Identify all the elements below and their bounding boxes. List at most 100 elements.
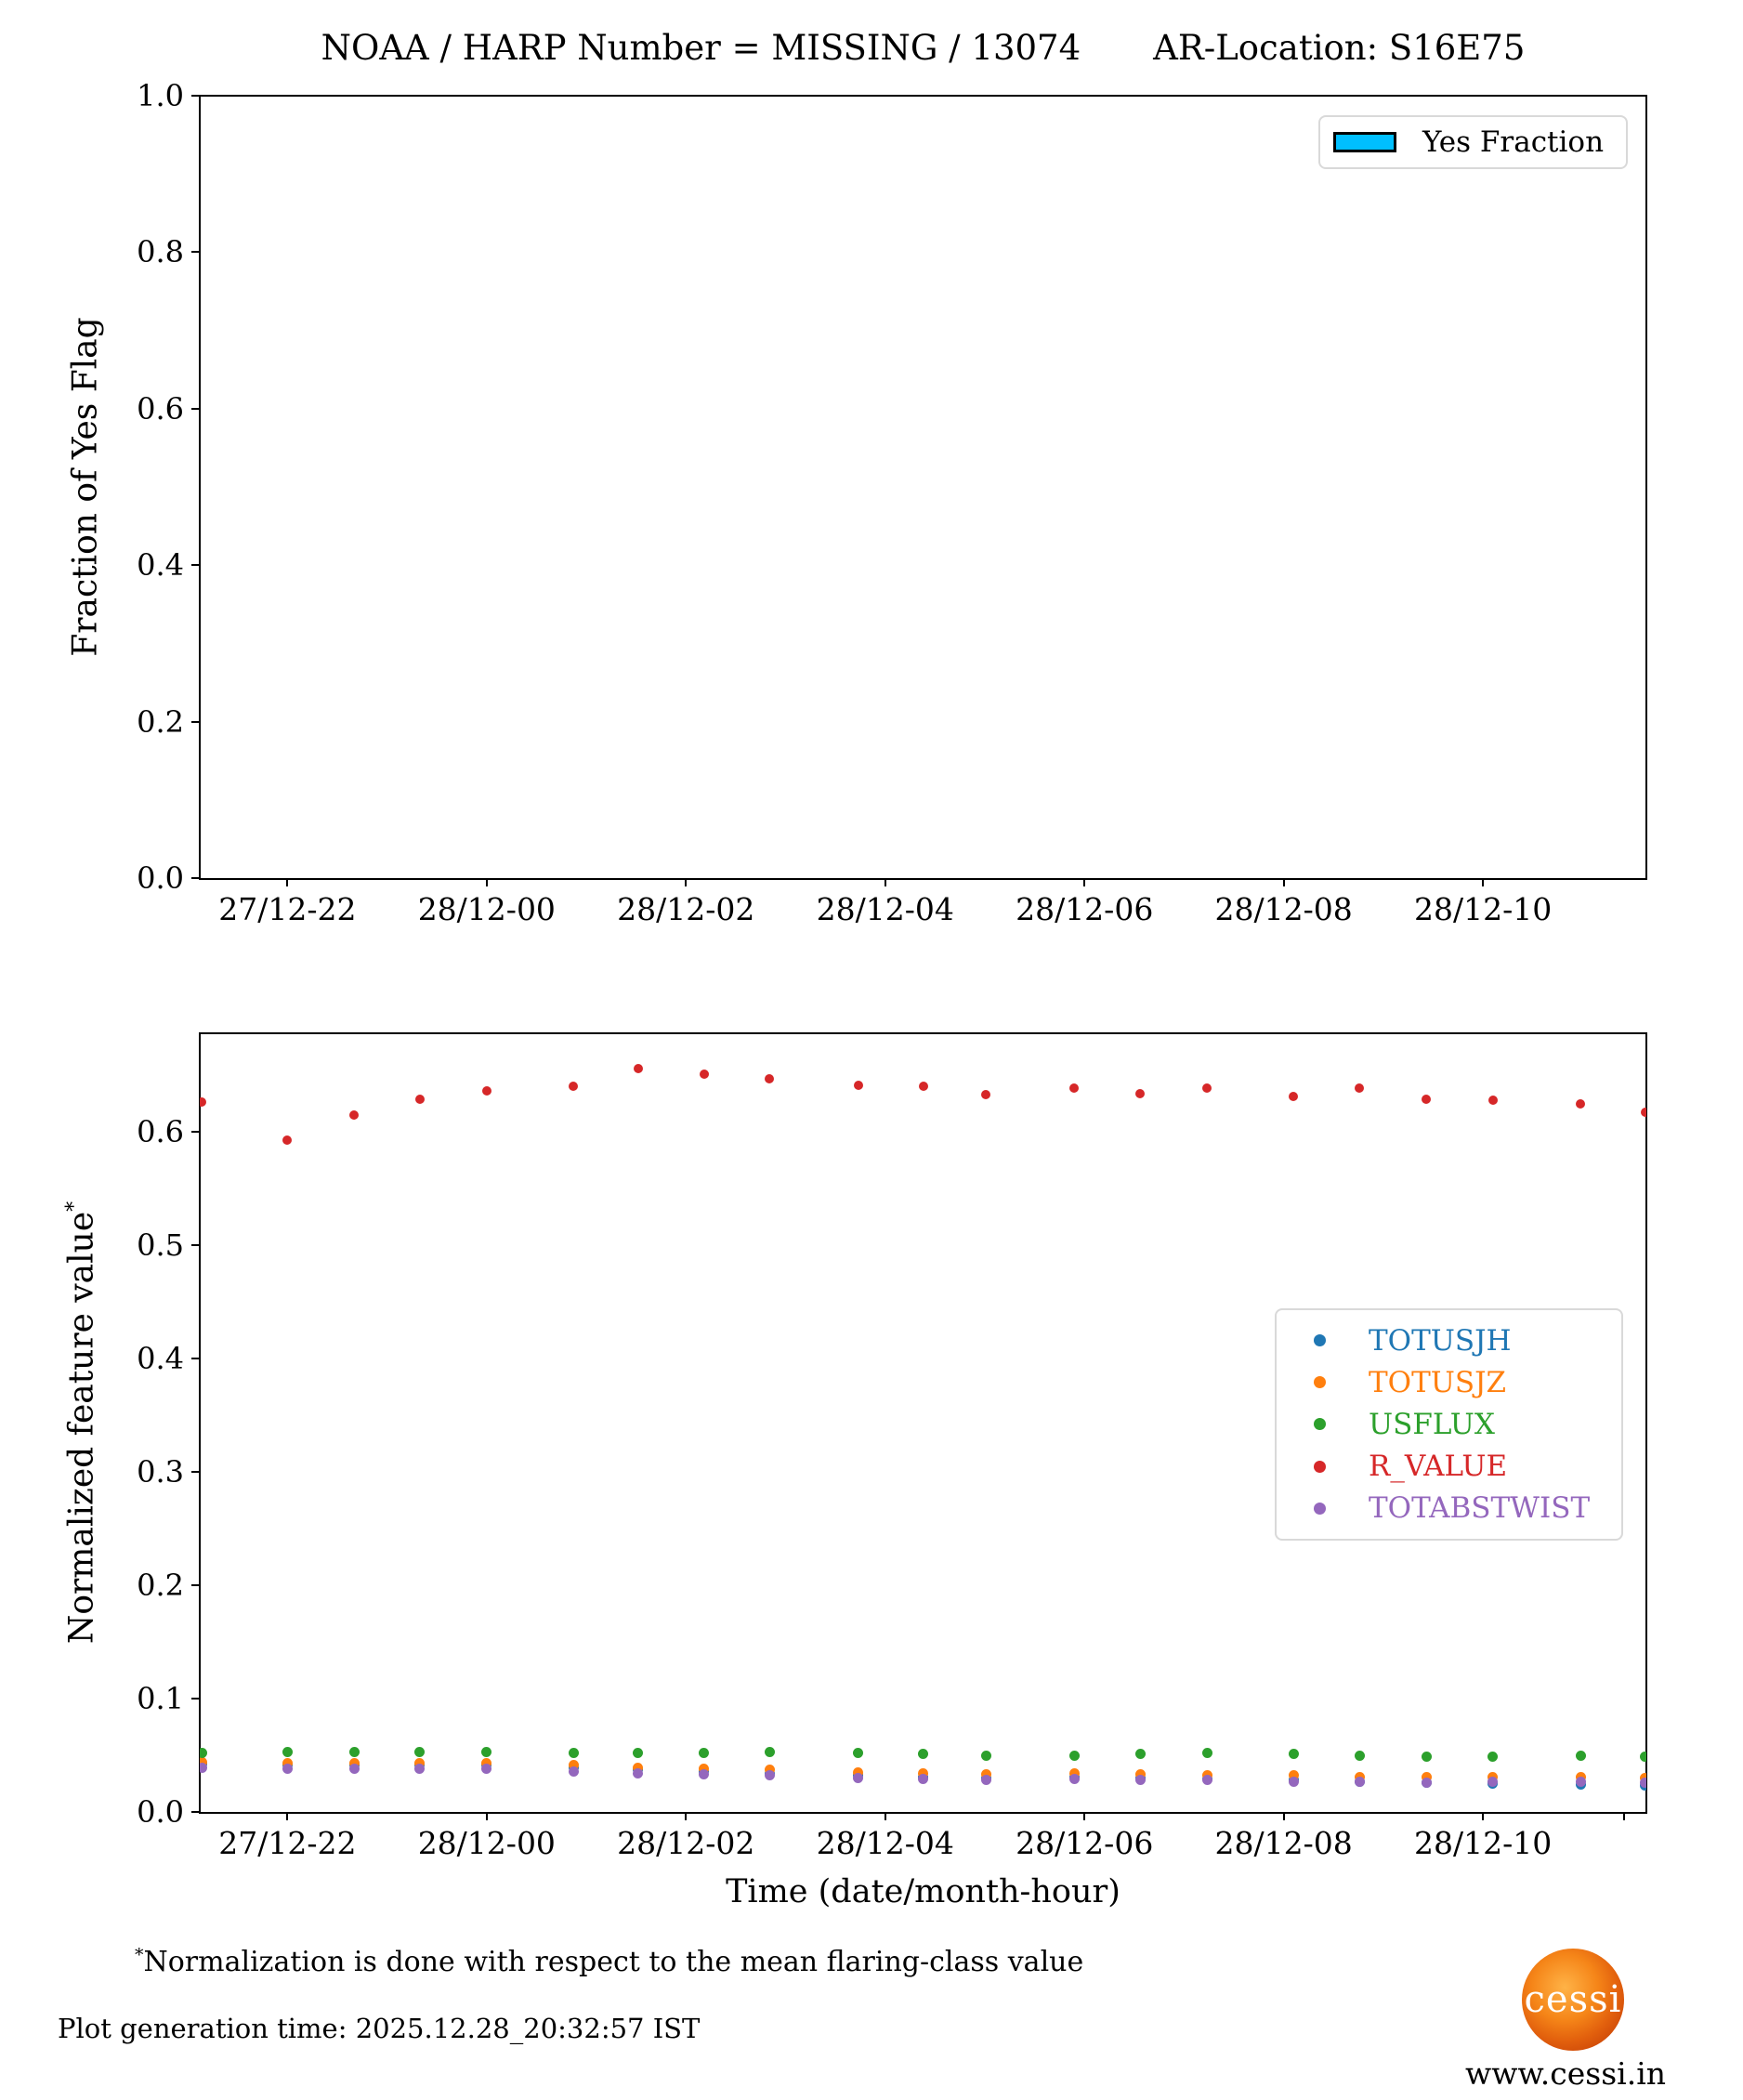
- x-tick-label: 28/12-00: [417, 1825, 556, 1861]
- data-point-r_value: [1487, 1095, 1498, 1105]
- data-point-usflux: [1575, 1750, 1586, 1761]
- data-point-totusjz: [1068, 1768, 1080, 1779]
- yes-fraction-legend-label: Yes Fraction: [1422, 125, 1605, 159]
- data-point-totusjz: [1134, 1769, 1146, 1780]
- data-point-totabstwist: [1421, 1777, 1432, 1788]
- legend-label-totabstwist: TOTABSTWIST: [1369, 1491, 1591, 1526]
- x-tick-label: 28/12-02: [617, 1825, 755, 1861]
- data-point-totabstwist: [200, 1762, 207, 1773]
- x-tick-label: 27/12-22: [218, 891, 357, 927]
- data-point-totusjz: [282, 1758, 293, 1769]
- data-point-usflux: [348, 1746, 360, 1757]
- data-point-totusjz: [764, 1765, 775, 1776]
- legend-label-totusjh: TOTUSJH: [1369, 1323, 1512, 1358]
- data-point-usflux: [1288, 1749, 1299, 1760]
- data-point-totabstwist: [764, 1770, 775, 1781]
- data-point-totabstwist: [282, 1764, 293, 1775]
- data-point-r_value: [349, 1109, 360, 1120]
- legend-marker-totabstwist: [1314, 1502, 1326, 1515]
- data-point-totusjz: [633, 1762, 644, 1773]
- data-point-r_value: [1355, 1083, 1365, 1093]
- legend-item-r_value: R_VALUE: [1277, 1448, 1621, 1485]
- legend-item-totusjh: TOTUSJH: [1277, 1322, 1621, 1359]
- y-tick-label: 0.0: [137, 1794, 184, 1830]
- y-tick-label: 0.3: [137, 1454, 184, 1490]
- data-point-totabstwist: [918, 1774, 928, 1785]
- footnote-asterisk: *: [135, 1945, 144, 1965]
- data-point-r_value: [1202, 1083, 1212, 1093]
- data-point-usflux: [1487, 1751, 1499, 1762]
- data-point-usflux: [414, 1746, 426, 1757]
- cessi-logo: cessi: [1522, 1949, 1624, 2051]
- data-point-usflux: [282, 1746, 293, 1757]
- data-point-r_value: [282, 1135, 293, 1145]
- yes-fraction-legend-swatch: [1333, 132, 1396, 152]
- data-point-r_value: [1289, 1092, 1299, 1102]
- y-tick-label: 0.2: [137, 1568, 184, 1604]
- data-point-r_value: [1069, 1083, 1080, 1093]
- data-point-totusjz: [1421, 1771, 1432, 1782]
- time-axis-label: Time (date/month-hour): [726, 1873, 1120, 1910]
- y-tick-label: 1.0: [137, 78, 184, 113]
- data-point-r_value: [1576, 1098, 1586, 1109]
- data-point-totabstwist: [1288, 1776, 1299, 1787]
- x-tick-label: 27/12-22: [218, 1825, 357, 1861]
- data-point-usflux: [1640, 1751, 1646, 1762]
- data-point-r_value: [853, 1081, 863, 1091]
- data-point-usflux: [481, 1746, 492, 1757]
- data-point-totabstwist: [853, 1772, 864, 1783]
- y-tick-label: 0.0: [137, 860, 184, 896]
- data-point-r_value: [765, 1073, 775, 1083]
- data-point-usflux: [633, 1748, 644, 1759]
- data-point-totabstwist: [348, 1764, 360, 1775]
- feature-plot-frame: [199, 1032, 1647, 1814]
- data-point-usflux: [699, 1748, 710, 1759]
- data-point-totabstwist: [980, 1775, 991, 1786]
- data-point-totabstwist: [1575, 1776, 1586, 1787]
- x-tick-label: 28/12-10: [1414, 891, 1553, 927]
- cessi-logo-text: cessi: [1524, 1978, 1622, 2021]
- data-point-usflux: [1134, 1749, 1146, 1760]
- data-point-usflux: [918, 1749, 928, 1760]
- data-point-totabstwist: [1487, 1776, 1499, 1787]
- yes-fraction-plot-frame: [199, 95, 1647, 880]
- data-point-totabstwist: [1201, 1775, 1212, 1786]
- x-tick-label: 28/12-10: [1414, 1825, 1553, 1861]
- data-point-usflux: [1421, 1751, 1432, 1762]
- data-point-usflux: [853, 1748, 864, 1759]
- legend-label-totusjz: TOTUSJZ: [1369, 1365, 1507, 1399]
- x-tick-label: 28/12-06: [1016, 891, 1154, 927]
- data-point-totusjz: [1288, 1770, 1299, 1781]
- normalization-footnote: *Normalization is done with respect to t…: [135, 1945, 1084, 1978]
- data-point-usflux: [568, 1748, 579, 1759]
- y-tick-label: 0.4: [137, 547, 184, 584]
- data-point-r_value: [981, 1089, 991, 1099]
- legend-item-totabstwist: TOTABSTWIST: [1277, 1490, 1621, 1527]
- data-point-totusjz: [481, 1758, 492, 1769]
- data-point-r_value: [918, 1082, 928, 1092]
- legend-item-usflux: USFLUX: [1277, 1406, 1621, 1443]
- data-point-totabstwist: [568, 1765, 579, 1777]
- x-tick-label: 28/12-04: [816, 891, 954, 927]
- x-tick-label: 28/12-06: [1016, 1825, 1154, 1861]
- plot-generation-time: Plot generation time: 2025.12.28_20:32:5…: [58, 2013, 701, 2044]
- legend-marker-r_value: [1314, 1460, 1326, 1473]
- x-tick-label: 28/12-08: [1214, 1825, 1353, 1861]
- feature-legend-list: TOTUSJH TOTUSJZ USFLUX R_VALUE TOTABSTWIST: [1277, 1310, 1621, 1539]
- feature-plot-area: [200, 1033, 1646, 1812]
- data-point-totabstwist: [633, 1768, 644, 1779]
- cessi-website-text: www.cessi.in: [1464, 2055, 1667, 2092]
- y-tick-label: 0.6: [137, 390, 184, 427]
- data-point-r_value: [569, 1082, 579, 1092]
- y-tick-label: 0.5: [137, 1227, 184, 1264]
- data-point-totusjz: [414, 1758, 426, 1769]
- data-point-usflux: [980, 1750, 991, 1761]
- data-point-totabstwist: [1068, 1774, 1080, 1785]
- data-point-r_value: [1422, 1094, 1432, 1104]
- feature-legend: TOTUSJH TOTUSJZ USFLUX R_VALUE TOTABSTWIST: [1275, 1308, 1623, 1541]
- legend-item-totusjz: TOTUSJZ: [1277, 1364, 1621, 1401]
- data-point-usflux: [1354, 1750, 1365, 1761]
- ylabel-superscript: *: [62, 1201, 86, 1212]
- x-tick-label: 28/12-04: [816, 1825, 954, 1861]
